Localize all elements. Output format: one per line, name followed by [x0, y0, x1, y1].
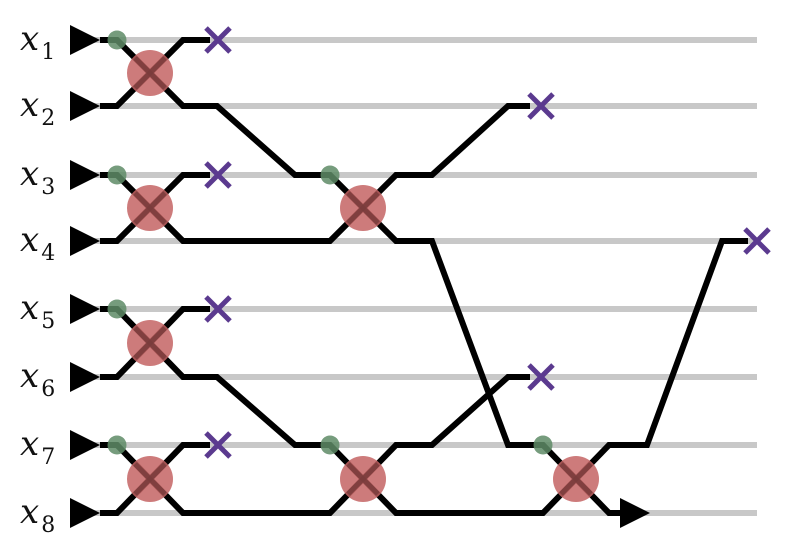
eliminated-x-stroke [743, 227, 771, 255]
wire-label-subscript: 4 [41, 241, 55, 266]
wire-label-base: x [20, 356, 39, 396]
eliminated-x-stroke [204, 26, 232, 54]
wire-label-7: x7 [20, 424, 55, 470]
wire-label-base: x [20, 492, 39, 532]
wire-label-subscript: 1 [41, 40, 55, 65]
wire-label-base: x [20, 220, 39, 260]
wire-label-subscript: 7 [41, 445, 55, 470]
comparator-2 [107, 165, 173, 231]
swap-cross-stroke [559, 462, 593, 496]
swap-cross-stroke [346, 191, 380, 225]
winner-dot-icon [320, 435, 340, 455]
eliminated-x-icon-5 [527, 92, 555, 120]
wire-label-1: x1 [20, 19, 55, 65]
swap-cross-stroke [133, 191, 167, 225]
wire-label-base: x [20, 424, 39, 464]
wire-label-6: x6 [20, 356, 55, 402]
wire-label-2: x2 [20, 85, 55, 131]
swap-cross-stroke [133, 462, 167, 496]
input-arrowhead-icon-1 [70, 25, 100, 55]
input-arrowhead-icon-7 [70, 430, 100, 460]
eliminated-x-icon-3 [204, 295, 232, 323]
comparator-5 [320, 165, 386, 231]
winner-dot-icon [533, 435, 553, 455]
comparator-7 [533, 435, 599, 502]
eliminated-x-icon-6 [527, 363, 555, 391]
comparator-1 [107, 30, 173, 96]
winner-dot-icon [107, 30, 127, 50]
wire-label-subscript: 2 [41, 106, 55, 131]
winner-dot-icon [107, 299, 127, 319]
wire-label-4: x4 [20, 220, 55, 266]
output-arrowhead-icon [620, 498, 650, 528]
eliminated-x-stroke [204, 431, 232, 459]
comparator-4 [107, 435, 173, 502]
input-arrowhead-icon-3 [70, 160, 100, 190]
markers [70, 25, 771, 528]
eliminated-x-icon-7 [743, 227, 771, 255]
swap-cross-stroke [133, 56, 167, 90]
wire-label-subscript: 3 [41, 175, 55, 200]
eliminated-x-stroke [527, 92, 555, 120]
comparator-nodes [107, 30, 599, 502]
eliminated-x-icon-4 [204, 431, 232, 459]
input-arrowhead-icon-4 [70, 226, 100, 256]
wire-label-base: x [20, 154, 39, 194]
winner-dot-icon [107, 165, 127, 185]
swap-cross-stroke [133, 326, 167, 360]
eliminated-x-stroke [527, 363, 555, 391]
input-arrowhead-icon-6 [70, 362, 100, 392]
input-arrowhead-icon-5 [70, 294, 100, 324]
wire-label-base: x [20, 288, 39, 328]
wire-label-subscript: 5 [41, 309, 55, 334]
eliminated-x-icon-1 [204, 26, 232, 54]
eliminated-x-stroke [204, 161, 232, 189]
swap-cross-stroke [346, 462, 380, 496]
winner-dot-icon [107, 435, 127, 455]
wire-label-5: x5 [20, 288, 55, 334]
wire-label-subscript: 8 [41, 513, 55, 538]
wire-label-base: x [20, 85, 39, 125]
winner-dot-icon [320, 165, 340, 185]
wire-label-base: x [20, 19, 39, 59]
wire-label-subscript: 6 [41, 377, 55, 402]
wire-label-3: x3 [20, 154, 55, 200]
signal-paths [100, 37, 748, 516]
wire-label-8: x8 [20, 492, 55, 538]
input-arrowhead-icon-8 [70, 498, 100, 528]
comparator-3 [107, 299, 173, 366]
comparator-6 [320, 435, 386, 502]
input-arrowhead-icon-2 [70, 91, 100, 121]
eliminated-x-icon-2 [204, 161, 232, 189]
eliminated-x-stroke [204, 295, 232, 323]
